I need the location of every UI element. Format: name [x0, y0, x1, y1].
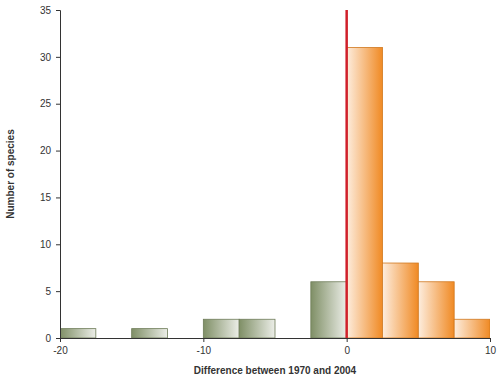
y-tick-mark — [56, 151, 60, 152]
y-tick: 5 — [45, 286, 60, 297]
x-tick-label: 0 — [344, 345, 350, 356]
y-tick-mark — [56, 10, 60, 11]
bar — [311, 282, 347, 338]
y-axis: 0 5 10 15 20 25 30 35 — [40, 5, 61, 344]
y-tick-label: 15 — [40, 192, 52, 203]
y-tick-label: 0 — [45, 333, 51, 344]
chart: -20 -10 0 10 0 5 10 15 20 25 30 35 Difference betwee… — [0, 0, 500, 384]
bar — [60, 329, 96, 338]
y-tick-label: 30 — [40, 52, 52, 63]
y-tick: 10 — [40, 239, 60, 250]
y-tick-label: 35 — [40, 5, 52, 16]
reference-line — [345, 10, 348, 338]
x-tick-label: -20 — [53, 345, 68, 356]
bar — [239, 319, 275, 338]
y-tick-label: 5 — [45, 286, 51, 297]
y-tick: 20 — [40, 145, 60, 156]
bar — [96, 338, 132, 339]
x-axis-title: Difference between 1970 and 2004 — [194, 365, 357, 376]
x-tick: 10 — [485, 338, 497, 356]
y-tick: 15 — [40, 192, 60, 203]
x-tick-mark — [347, 338, 348, 342]
bar — [383, 263, 419, 338]
bar — [203, 319, 239, 338]
x-axis: -20 -10 0 10 — [53, 338, 496, 356]
y-tick: 30 — [40, 52, 60, 63]
y-tick: 25 — [40, 98, 60, 109]
bar — [418, 282, 454, 338]
x-tick-label: 10 — [485, 345, 497, 356]
y-tick-mark — [56, 338, 60, 339]
x-tick-mark — [203, 338, 204, 342]
y-axis-title: Number of species — [5, 129, 16, 219]
bar — [275, 338, 311, 339]
y-tick: 35 — [40, 5, 60, 16]
bars — [60, 10, 490, 338]
x-axis-line — [61, 339, 491, 343]
x-tick-label: -10 — [197, 345, 212, 356]
x-tick: 0 — [344, 338, 350, 356]
y-tick-mark — [56, 244, 60, 245]
y-tick-label: 10 — [40, 239, 52, 250]
x-tick: -20 — [53, 338, 68, 356]
bar — [168, 338, 204, 339]
plot: -20 -10 0 10 0 5 10 15 20 25 30 35 — [40, 5, 497, 356]
bar — [347, 47, 383, 338]
x-tick: -10 — [197, 338, 212, 356]
x-tick-mark — [490, 338, 491, 342]
y-tick-mark — [56, 197, 60, 198]
bar — [454, 319, 490, 338]
y-tick-label: 25 — [40, 98, 52, 109]
y-tick-mark — [56, 104, 60, 105]
y-tick-mark — [56, 291, 60, 292]
y-tick: 0 — [45, 333, 60, 344]
y-axis-line — [56, 11, 61, 339]
y-tick-mark — [56, 57, 60, 58]
y-tick-label: 20 — [40, 145, 52, 156]
bar — [132, 329, 168, 338]
